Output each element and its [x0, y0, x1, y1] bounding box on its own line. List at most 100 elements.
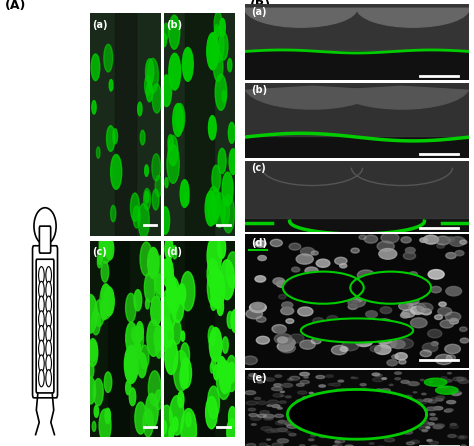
Text: (b): (b): [166, 20, 182, 30]
Circle shape: [363, 414, 372, 418]
Circle shape: [420, 421, 428, 423]
Circle shape: [437, 244, 445, 248]
Circle shape: [246, 401, 257, 405]
Circle shape: [446, 312, 461, 321]
Circle shape: [427, 407, 437, 411]
Circle shape: [446, 286, 462, 296]
Circle shape: [148, 248, 159, 278]
Circle shape: [313, 328, 321, 333]
Circle shape: [387, 359, 397, 366]
Circle shape: [286, 319, 294, 323]
Text: (c): (c): [92, 247, 107, 257]
Circle shape: [348, 297, 365, 307]
Circle shape: [326, 375, 333, 377]
Circle shape: [455, 251, 464, 256]
Circle shape: [155, 274, 164, 298]
Circle shape: [332, 383, 340, 386]
Circle shape: [161, 260, 168, 278]
Text: (a): (a): [252, 7, 267, 17]
Circle shape: [173, 417, 178, 431]
Circle shape: [348, 409, 354, 411]
Circle shape: [290, 390, 424, 438]
Text: (d): (d): [166, 247, 182, 257]
Circle shape: [300, 407, 306, 409]
Circle shape: [214, 12, 222, 36]
Circle shape: [350, 295, 363, 302]
Circle shape: [420, 238, 428, 242]
Circle shape: [164, 23, 169, 40]
Circle shape: [154, 326, 164, 351]
Circle shape: [340, 416, 348, 418]
Circle shape: [326, 327, 338, 334]
Circle shape: [340, 347, 348, 351]
Circle shape: [300, 445, 305, 446]
Circle shape: [424, 399, 432, 402]
Circle shape: [363, 410, 367, 412]
Circle shape: [417, 303, 433, 313]
Circle shape: [126, 322, 137, 354]
Circle shape: [289, 434, 296, 436]
Circle shape: [319, 385, 326, 387]
Circle shape: [402, 430, 412, 434]
Circle shape: [376, 389, 382, 391]
Ellipse shape: [350, 272, 431, 304]
Circle shape: [231, 310, 239, 332]
Circle shape: [301, 248, 315, 256]
Circle shape: [228, 58, 232, 72]
Circle shape: [424, 378, 447, 386]
Circle shape: [282, 384, 292, 387]
Circle shape: [300, 408, 310, 412]
Circle shape: [38, 355, 44, 372]
Circle shape: [165, 237, 173, 260]
Circle shape: [146, 393, 158, 428]
Circle shape: [453, 377, 464, 381]
Circle shape: [210, 363, 214, 373]
Circle shape: [316, 376, 325, 379]
Circle shape: [280, 395, 284, 396]
Circle shape: [359, 277, 369, 284]
Circle shape: [304, 376, 308, 378]
Circle shape: [351, 377, 356, 379]
Circle shape: [222, 172, 233, 206]
Circle shape: [181, 331, 185, 341]
Circle shape: [257, 401, 267, 405]
Circle shape: [220, 198, 229, 226]
Circle shape: [333, 445, 337, 446]
Circle shape: [362, 402, 365, 404]
Circle shape: [348, 304, 357, 310]
Circle shape: [365, 400, 373, 402]
Circle shape: [355, 336, 373, 347]
Circle shape: [289, 243, 301, 250]
Circle shape: [447, 355, 456, 360]
Circle shape: [364, 405, 371, 407]
Circle shape: [275, 375, 282, 377]
Circle shape: [427, 423, 435, 425]
Circle shape: [371, 402, 379, 405]
Circle shape: [300, 340, 315, 349]
Circle shape: [401, 412, 407, 414]
Circle shape: [292, 267, 300, 272]
Wedge shape: [336, 87, 468, 109]
Circle shape: [46, 296, 52, 313]
Circle shape: [214, 365, 219, 380]
Circle shape: [217, 298, 224, 315]
Circle shape: [229, 149, 237, 174]
Circle shape: [430, 417, 438, 420]
Circle shape: [165, 339, 178, 375]
Circle shape: [362, 410, 369, 413]
Circle shape: [452, 392, 460, 396]
Circle shape: [394, 395, 403, 398]
Circle shape: [377, 418, 386, 421]
Circle shape: [250, 417, 261, 420]
Circle shape: [436, 386, 458, 394]
Circle shape: [98, 257, 101, 268]
Circle shape: [262, 376, 266, 378]
Circle shape: [450, 318, 458, 324]
Circle shape: [167, 145, 179, 183]
Circle shape: [352, 399, 362, 403]
Circle shape: [445, 380, 452, 382]
Circle shape: [152, 84, 162, 113]
Circle shape: [46, 281, 52, 298]
Circle shape: [46, 311, 52, 328]
Circle shape: [381, 389, 390, 392]
